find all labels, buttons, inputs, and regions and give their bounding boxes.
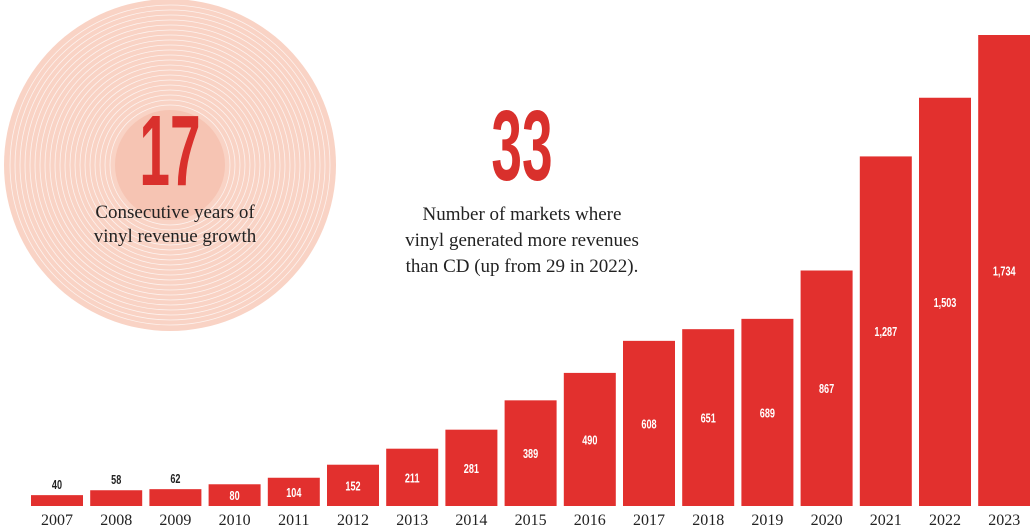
- value-label: 281: [464, 462, 479, 476]
- bar: [31, 495, 83, 506]
- value-label: 689: [760, 407, 775, 421]
- x-tick-label: 2009: [159, 512, 191, 529]
- value-label: 389: [523, 448, 538, 462]
- value-label: 1,734: [993, 265, 1016, 279]
- x-tick-label: 2012: [337, 512, 369, 529]
- x-tick-label: 2021: [870, 512, 902, 529]
- value-label: 58: [111, 474, 121, 488]
- value-label: 40: [52, 479, 62, 493]
- x-tick-label: 2011: [278, 512, 309, 529]
- value-label: 1,503: [934, 296, 957, 310]
- stat-text: vinyl generated more revenues: [405, 230, 639, 251]
- x-tick-label: 2022: [929, 512, 961, 529]
- bar: [90, 490, 142, 506]
- value-label: 104: [286, 486, 302, 500]
- x-tick-label: 2020: [811, 512, 843, 529]
- x-tick-label: 2010: [219, 512, 251, 529]
- x-tick-label: 2015: [515, 512, 547, 529]
- value-label: 490: [582, 434, 597, 448]
- value-label: 62: [170, 473, 180, 487]
- chart: 17 Consecutive years of vinyl revenue gr…: [0, 0, 1030, 530]
- stat-value: 17: [139, 96, 200, 208]
- x-tick-label: 2017: [633, 512, 665, 529]
- stat-text: Consecutive years of: [95, 202, 255, 223]
- x-tick-label: 2016: [574, 512, 606, 529]
- value-label: 867: [819, 383, 834, 397]
- stat-2: 33: [491, 91, 552, 203]
- value-label: 152: [345, 480, 360, 494]
- value-label: 211: [405, 472, 420, 486]
- x-tick-label: 2018: [692, 512, 724, 529]
- stat-text: Number of markets where: [423, 204, 622, 225]
- x-tick-label: 2019: [751, 512, 783, 529]
- value-label: 1,287: [874, 326, 897, 340]
- x-tick-label: 2023: [988, 512, 1020, 529]
- x-tick-label: 2007: [41, 512, 73, 529]
- x-tick-label: 2013: [396, 512, 428, 529]
- x-tick-label: 2014: [455, 512, 487, 529]
- value-label: 651: [701, 412, 716, 426]
- stat-text: than CD (up from 29 in 2022).: [406, 256, 639, 277]
- value-label: 608: [641, 418, 656, 432]
- stat-1: 17: [139, 96, 200, 208]
- x-tick-label: 2008: [100, 512, 132, 529]
- stat-text: vinyl revenue growth: [94, 226, 257, 247]
- bar: [149, 489, 201, 506]
- value-label: 80: [230, 490, 240, 504]
- stat-value: 33: [491, 91, 552, 203]
